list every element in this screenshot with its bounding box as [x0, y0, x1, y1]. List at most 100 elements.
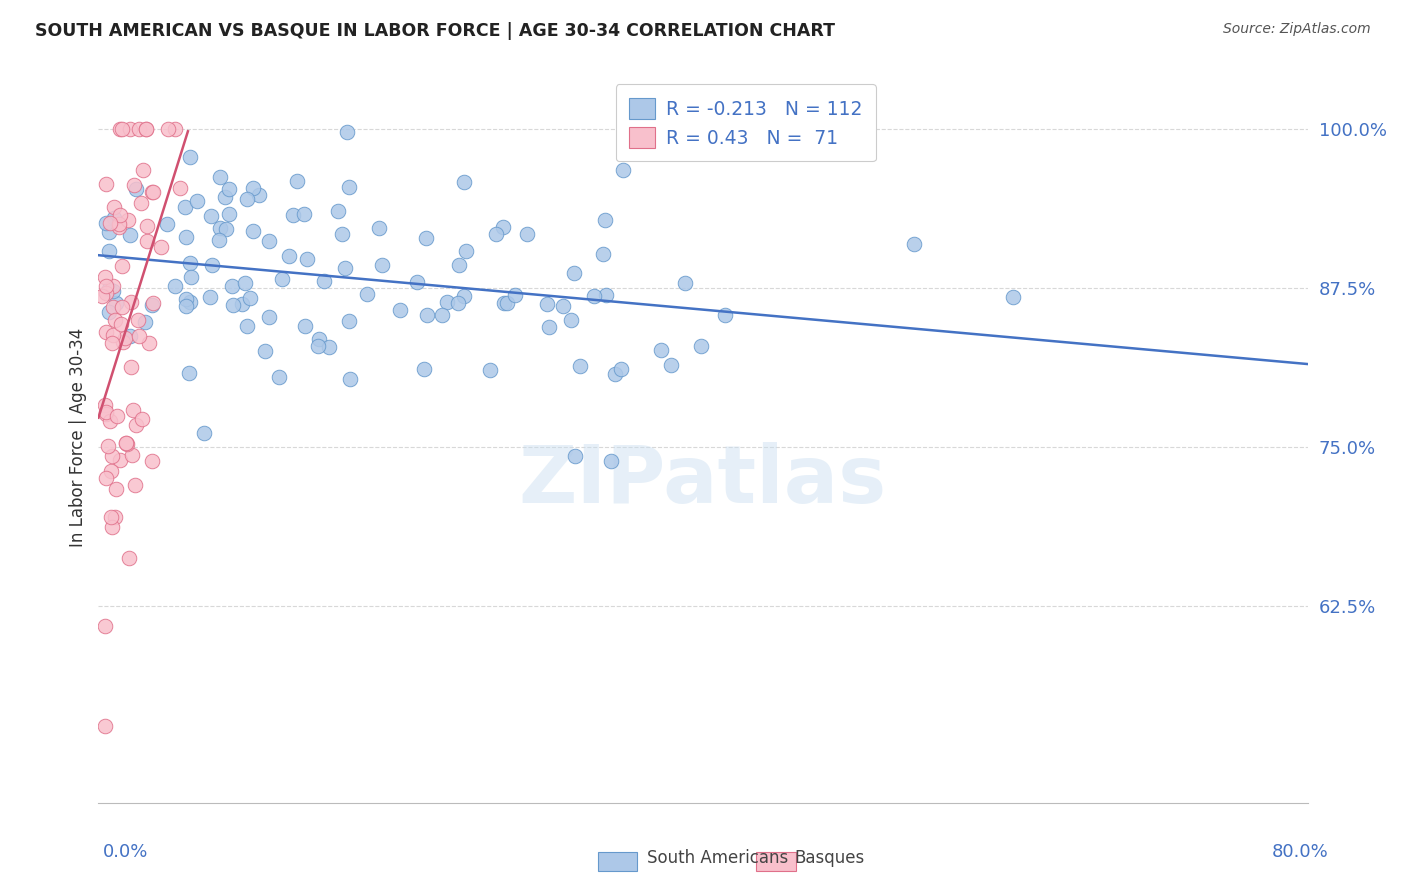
Point [110, 317, 132, 331]
Point [295, 252, 318, 266]
Text: SOUTH AMERICAN VS BASQUE IN LABOR FORCE | AGE 30-34 CORRELATION CHART: SOUTH AMERICAN VS BASQUE IN LABOR FORCE … [35, 22, 835, 40]
Point [141, 298, 163, 312]
Point [453, 175, 475, 189]
Point [94, 719, 117, 733]
Point [135, 121, 157, 136]
Point [174, 292, 197, 306]
Text: Source: ZipAtlas.com: Source: ZipAtlas.com [1223, 22, 1371, 37]
Point [173, 200, 195, 214]
Point [120, 295, 142, 310]
Point [115, 435, 138, 450]
Point [496, 296, 519, 310]
Point [118, 329, 141, 343]
Point [135, 121, 157, 136]
Point [128, 328, 150, 343]
Point [294, 207, 316, 221]
Point [215, 222, 238, 236]
Point [269, 370, 291, 384]
Point [564, 450, 586, 464]
Point [104, 509, 127, 524]
Point [149, 240, 172, 254]
Point [108, 453, 131, 467]
Point [179, 150, 201, 164]
Point [117, 212, 139, 227]
Point [568, 359, 591, 373]
Point [239, 291, 262, 305]
Point [253, 343, 276, 358]
Text: 0.0%: 0.0% [103, 843, 148, 861]
Point [551, 299, 574, 313]
Point [415, 231, 437, 245]
Point [163, 279, 186, 293]
Point [127, 313, 149, 327]
Point [100, 510, 122, 524]
Point [436, 294, 458, 309]
Point [180, 269, 202, 284]
Point [174, 229, 197, 244]
Point [447, 296, 470, 310]
Point [138, 335, 160, 350]
Point [98, 215, 121, 229]
Point [98, 414, 121, 428]
Point [494, 295, 516, 310]
Point [156, 217, 179, 231]
Point [156, 121, 179, 136]
Point [114, 331, 136, 345]
Point [673, 276, 696, 290]
Point [221, 278, 243, 293]
Point [600, 454, 623, 468]
Point [536, 297, 558, 311]
Point [236, 318, 259, 333]
Point [330, 227, 353, 241]
Point [174, 299, 197, 313]
Point [314, 274, 336, 288]
Point [97, 439, 120, 453]
Point [101, 284, 124, 298]
Point [120, 360, 142, 375]
Point [318, 340, 340, 354]
Point [134, 316, 156, 330]
Point [101, 449, 124, 463]
Point [94, 269, 117, 284]
Point [231, 297, 253, 311]
Point [124, 417, 146, 432]
Point [453, 289, 475, 303]
Point [115, 435, 138, 450]
Point [270, 271, 292, 285]
Point [713, 308, 735, 322]
Point [101, 301, 124, 315]
Point [179, 256, 201, 270]
Point [94, 285, 117, 300]
Point [105, 482, 128, 496]
Point [560, 312, 582, 326]
Point [326, 203, 349, 218]
Point [307, 338, 329, 352]
Point [1002, 290, 1025, 304]
Point [339, 179, 361, 194]
Point [107, 217, 129, 231]
Point [101, 327, 124, 342]
Point [108, 121, 131, 136]
Point [659, 358, 682, 372]
Point [103, 200, 125, 214]
Point [94, 177, 117, 191]
Point [610, 361, 633, 376]
Point [169, 181, 191, 195]
Point [118, 228, 141, 243]
Point [333, 260, 356, 275]
Point [257, 310, 280, 324]
Point [141, 185, 163, 199]
Point [485, 227, 508, 241]
Point [136, 234, 159, 248]
Point [233, 277, 256, 291]
Point [111, 259, 134, 273]
Point [97, 244, 120, 259]
Point [117, 551, 139, 566]
Point [111, 121, 134, 136]
Point [515, 227, 537, 241]
Point [690, 339, 713, 353]
Point [503, 287, 526, 301]
Point [105, 409, 128, 423]
Point [101, 336, 124, 351]
Legend: R = -0.213   N = 112, R = 0.43   N =  71: R = -0.213 N = 112, R = 0.43 N = 71 [616, 85, 876, 161]
